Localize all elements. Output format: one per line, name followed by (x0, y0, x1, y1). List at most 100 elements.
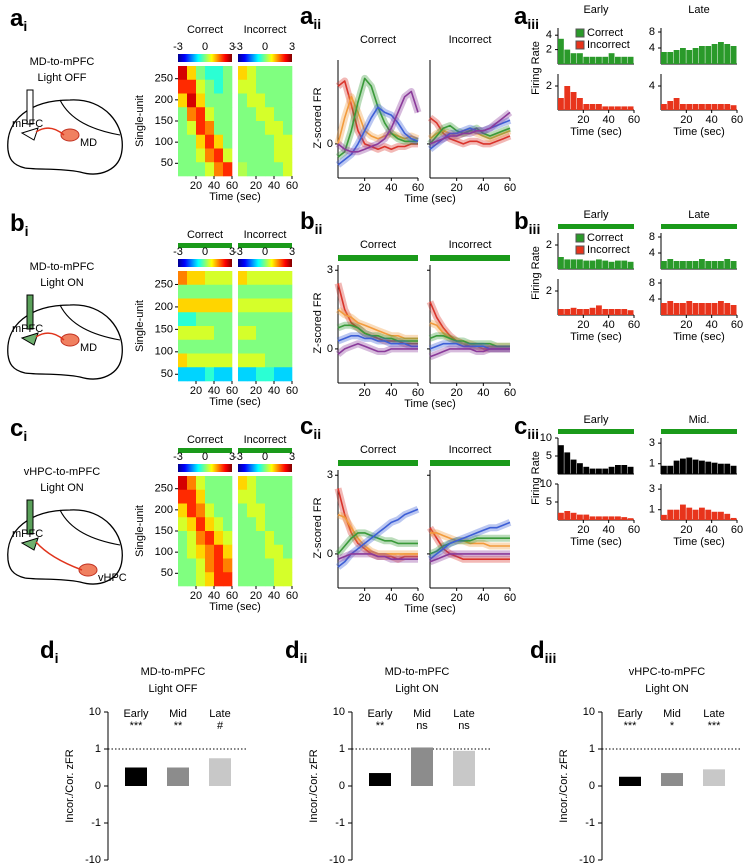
x-tick-label: 60 (504, 182, 516, 194)
heatmap-cell (283, 162, 293, 177)
heatmap-cell (205, 284, 215, 299)
heatmap-cell (274, 121, 284, 136)
heatmap-cell (274, 271, 284, 286)
x-tick-label: 20 (680, 114, 692, 126)
heatmap-cell (196, 517, 206, 532)
x-tick-label: 40 (208, 385, 220, 397)
histogram-bar (661, 52, 667, 64)
histogram-bar (577, 98, 583, 110)
heatmap-cell (283, 79, 293, 94)
panel-subscript: i (23, 18, 27, 34)
heatmap-cell (223, 517, 233, 532)
histogram-bar (596, 259, 602, 269)
panel-title: Correct (360, 444, 396, 456)
heatmap-cell (265, 531, 275, 546)
histogram-bar (705, 461, 712, 474)
histogram-bar (711, 303, 718, 315)
heatmap-cell (247, 353, 257, 368)
heatmap-cell (238, 284, 248, 299)
bar (125, 767, 147, 786)
heatmap-cell (247, 284, 257, 299)
x-tick-label: 20 (359, 182, 371, 194)
y-tick-label: 50 (161, 157, 173, 169)
histogram-bar (680, 104, 686, 110)
heatmap-cell (187, 312, 197, 327)
x-tick-label: 60 (286, 590, 298, 602)
heatmap-cell (178, 517, 188, 532)
y-tick-label: 1 (589, 743, 595, 755)
y-tick-label: 5 (546, 450, 552, 462)
heatmap-cell (238, 271, 248, 286)
heatmap-cell (265, 284, 275, 299)
heatmap-cell (178, 367, 188, 382)
histogram-bar (667, 509, 674, 520)
series-line (337, 532, 418, 555)
y-tick-label: 0 (95, 780, 101, 792)
heatmap-cell (265, 517, 275, 532)
histogram-bar (577, 463, 583, 474)
colorbar-tick-label: -3 (233, 451, 243, 463)
y-tick-label: 1 (649, 504, 655, 516)
x-tick-label: 60 (412, 592, 424, 604)
bar (453, 750, 475, 786)
histogram-bar (602, 106, 609, 110)
series-line (429, 111, 511, 145)
histogram-bar (564, 86, 571, 110)
heatmap-cell (205, 489, 215, 504)
x-tick-label: 20 (359, 387, 371, 399)
heatmap-cell (256, 517, 266, 532)
heatmap-cell (223, 312, 233, 327)
heatmap-cell (223, 134, 233, 149)
schematic-title: Light OFF (38, 72, 87, 84)
panel-label: cii (300, 413, 321, 441)
histogram-bar (602, 309, 609, 315)
y-tick-label: 100 (155, 136, 173, 148)
panel-subscript: i (25, 223, 29, 239)
panel-letter: d (40, 637, 55, 664)
heatmap-cell (283, 107, 293, 122)
heatmap-cell (256, 326, 266, 341)
heatmap-cell (223, 476, 233, 491)
histogram-bar (680, 48, 686, 64)
heatmap-cell (256, 531, 266, 546)
chart-title: vHPC-to-mPFC (629, 666, 705, 678)
y-tick-label: 4 (546, 29, 552, 41)
heatmap-cell (274, 66, 284, 81)
heatmap-cell (214, 503, 224, 518)
panel-subscript: ii (313, 16, 321, 32)
x-tick-label: 40 (208, 180, 220, 192)
histogram-bar (608, 516, 615, 520)
target-region (60, 128, 80, 142)
histogram-bar (705, 303, 712, 315)
heatmap-cell (187, 531, 197, 546)
heatmap-cell (247, 558, 257, 573)
panel-title: Early (583, 4, 609, 16)
optic-fiber (26, 294, 34, 330)
heatmap-cell (196, 271, 206, 286)
heatmap-cell (283, 93, 293, 108)
heatmap-cell (274, 353, 284, 368)
light-bar (178, 243, 232, 248)
panel-subscript: ii (300, 650, 308, 666)
heatmap-cell (238, 93, 248, 108)
panel-letter: a (514, 3, 528, 30)
heatmap-cell (256, 79, 266, 94)
heatmap-cell (247, 544, 257, 559)
significance-label: # (217, 720, 224, 732)
panel-label: dii (285, 637, 307, 665)
legend-label: Incorrect (587, 39, 630, 51)
light-bar (238, 243, 292, 248)
y-tick-label: 10 (583, 706, 595, 718)
heatmap-cell (256, 148, 266, 163)
histogram-bar (589, 307, 596, 315)
target-region (78, 563, 98, 577)
histogram-bar (673, 303, 680, 315)
histogram-bar (621, 260, 628, 269)
histogram-bar (699, 259, 705, 269)
heatmap-cell (223, 271, 233, 286)
histogram-bar (705, 509, 712, 520)
heatmap-cell (178, 148, 188, 163)
y-tick-label: 50 (161, 368, 173, 380)
heatmap-cell (214, 353, 224, 368)
heatmap-cell (247, 134, 257, 149)
